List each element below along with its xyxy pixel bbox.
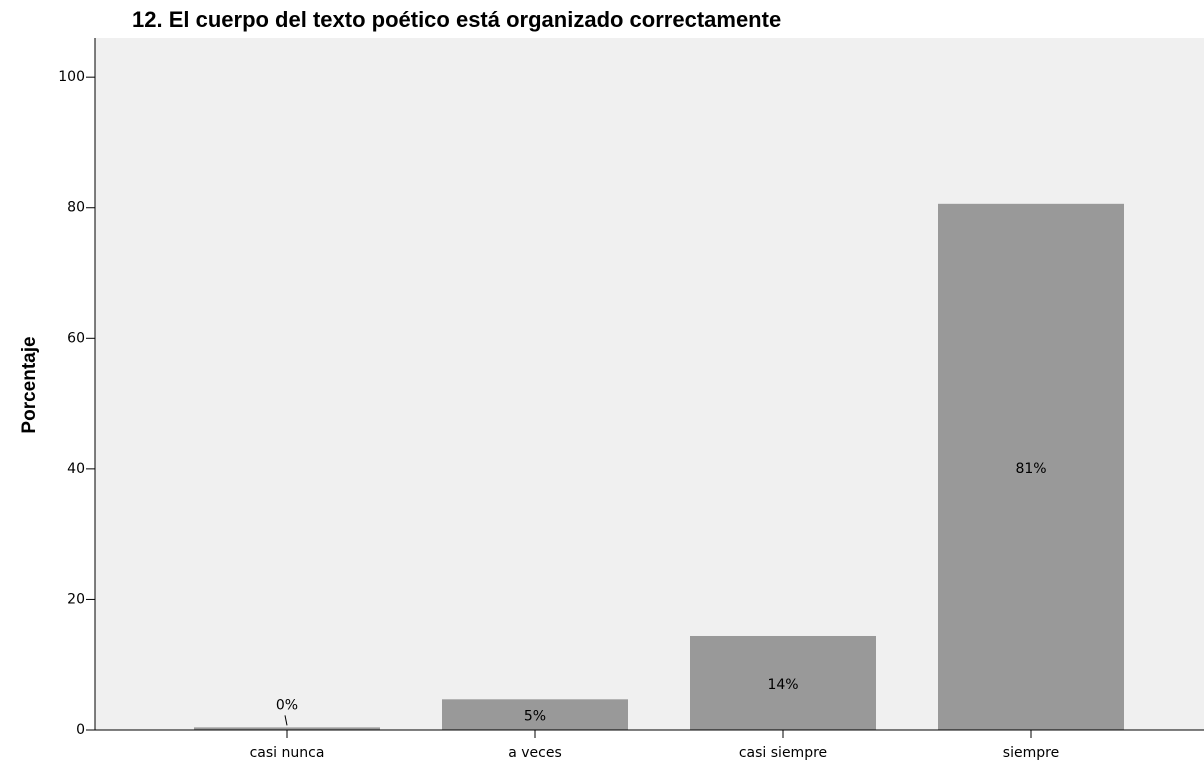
value-label: 0% bbox=[276, 697, 298, 713]
bar bbox=[194, 727, 380, 730]
y-tick-label: 60 bbox=[67, 330, 85, 346]
x-tick-label: casi nunca bbox=[250, 745, 325, 761]
bar bbox=[442, 699, 628, 730]
y-tick-label: 40 bbox=[67, 461, 85, 477]
label-leader bbox=[284, 715, 288, 726]
chart-title: 12. El cuerpo del texto poético está org… bbox=[132, 7, 781, 32]
value-label: 14% bbox=[767, 677, 798, 693]
y-tick-label: 20 bbox=[67, 591, 85, 607]
bar bbox=[938, 203, 1124, 731]
y-tick-label: 0 bbox=[76, 722, 85, 738]
x-tick-label: casi siempre bbox=[739, 745, 827, 761]
bar bbox=[690, 635, 876, 730]
value-label: 81% bbox=[1015, 461, 1046, 477]
x-tick-label: a veces bbox=[508, 745, 562, 761]
x-tick-label: siempre bbox=[1003, 745, 1059, 761]
y-tick-label: 100 bbox=[58, 69, 85, 85]
y-tick-label: 80 bbox=[67, 200, 85, 216]
y-axis-label: Porcentaje bbox=[19, 336, 40, 433]
value-label: 5% bbox=[524, 709, 546, 725]
